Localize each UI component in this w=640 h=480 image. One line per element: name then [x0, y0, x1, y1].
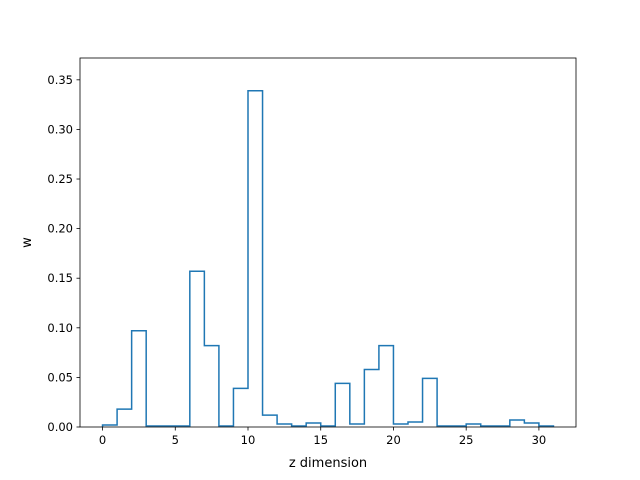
- y-tick-label: 0.00: [47, 420, 73, 434]
- axes-frame: [79, 57, 577, 428]
- x-axis-label: z dimension: [289, 456, 367, 471]
- y-axis-label: w: [20, 237, 35, 248]
- y-axis-ticks: 0.00 0.05 0.10 0.15 0.20 0.25 0.30 0.35: [47, 73, 80, 434]
- histogram-bin-16: [335, 383, 350, 427]
- x-tick-label: 5: [172, 433, 179, 447]
- x-tick-label: 0: [99, 433, 106, 447]
- histogram-bin-9: [233, 388, 248, 427]
- x-tick-label: 15: [313, 433, 328, 447]
- histogram-bin-2: [132, 331, 147, 427]
- y-tick-label: 0.30: [47, 122, 73, 136]
- histogram-bin-6: [190, 271, 205, 427]
- histogram-bin-19: [379, 346, 394, 427]
- y-tick-label: 0.35: [47, 73, 73, 87]
- histogram-step-line: [101, 89, 555, 427]
- histogram-bin-22: [423, 378, 438, 427]
- histogram-bin-18: [364, 369, 379, 427]
- y-tick-label: 0.05: [47, 370, 73, 384]
- histogram-bin-11: [263, 415, 278, 427]
- y-tick-label: 0.25: [47, 172, 73, 186]
- plot-area: [101, 89, 555, 427]
- x-tick-label: 20: [386, 433, 401, 447]
- x-axis-ticks: 0 5 10 15 20 25 30: [99, 427, 546, 447]
- x-tick-label: 25: [459, 433, 474, 447]
- x-tick-label: 30: [532, 433, 547, 447]
- histogram-bin-28: [510, 420, 525, 427]
- histogram-bin-1: [117, 409, 132, 427]
- y-tick-label: 0.20: [47, 222, 73, 236]
- histogram-bin-7: [204, 346, 219, 427]
- x-tick-label: 10: [241, 433, 256, 447]
- y-tick-label: 0.15: [47, 271, 73, 285]
- histogram-bin-10: [248, 91, 263, 427]
- y-tick-label: 0.10: [47, 321, 73, 335]
